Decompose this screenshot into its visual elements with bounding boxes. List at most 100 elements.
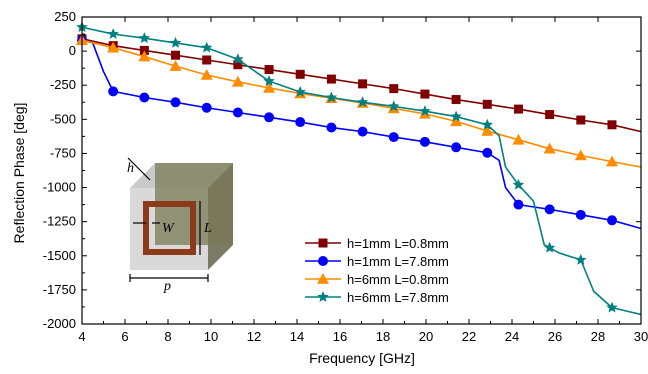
data-point [138, 50, 151, 62]
legend-entry: h=6mm L=0.8mm [305, 272, 449, 287]
data-point [356, 96, 369, 108]
data-point [419, 136, 430, 147]
unit-cell-inset: h W L p [127, 157, 233, 294]
data-point [420, 89, 430, 99]
data-point [512, 133, 525, 145]
data-point [170, 97, 181, 108]
x-tick-label: 10 [204, 329, 218, 344]
data-point [107, 41, 120, 53]
legend-marker [317, 273, 329, 284]
data-point [481, 118, 493, 130]
x-axis-title: Frequency [GHz] [309, 350, 415, 366]
legend-entry: h=1mm L=7.8mm [305, 254, 449, 269]
x-tick-label: 16 [333, 329, 347, 344]
data-point [481, 124, 494, 136]
legend-entry: h=1mm L=0.8mm [305, 236, 449, 251]
data-point [202, 55, 212, 65]
data-point [169, 36, 182, 48]
data-point [231, 75, 244, 87]
y-tick-label: -2000 [43, 316, 76, 331]
data-point [606, 215, 617, 226]
y-tick-label: -250 [50, 77, 76, 92]
data-point [451, 95, 461, 105]
data-point [607, 120, 617, 130]
plot-area [76, 21, 642, 316]
data-point [201, 102, 212, 113]
data-point [575, 209, 586, 220]
data-point [544, 204, 555, 215]
data-point [512, 178, 525, 190]
data-point [295, 117, 306, 128]
data-point [419, 105, 431, 116]
data-point [545, 110, 555, 120]
data-point [451, 142, 462, 153]
y-tick-label: -1250 [43, 214, 76, 229]
data-point [326, 74, 336, 84]
x-tick-label: 8 [164, 329, 171, 344]
data-point [294, 86, 306, 97]
x-tick-label: 28 [591, 329, 605, 344]
data-point [513, 199, 524, 210]
data-point [482, 99, 492, 109]
data-point [264, 112, 275, 123]
x-tick-label: 6 [121, 329, 128, 344]
y-tick-label: 250 [54, 9, 76, 24]
y-tick-label: -1500 [43, 248, 76, 263]
legend-label: h=1mm L=0.8mm [347, 236, 449, 251]
data-point [139, 45, 149, 55]
data-point [263, 75, 275, 86]
data-point [325, 91, 338, 103]
x-tick-label: 24 [505, 329, 519, 344]
y-tick-label: 0 [69, 43, 76, 58]
data-point [108, 86, 119, 97]
inset-h-dimension [127, 157, 151, 181]
data-point [326, 122, 337, 133]
inset-label-p: p [163, 279, 171, 294]
data-point [233, 60, 243, 70]
data-point [263, 81, 276, 93]
data-point [482, 147, 493, 158]
inset-label-l: L [203, 221, 212, 236]
x-tick-label: 4 [78, 329, 85, 344]
data-point [264, 65, 274, 75]
inset-label-w: W [162, 221, 175, 236]
x-tick-label: 26 [548, 329, 562, 344]
legend-entry: h=6mm L=7.8mm [305, 290, 449, 305]
data-point [200, 41, 213, 53]
y-axis-title: Reflection Phase [deg] [11, 103, 27, 244]
legend-label: h=1mm L=7.8mm [347, 254, 449, 269]
x-tick-label: 20 [419, 329, 433, 344]
data-point [543, 142, 556, 154]
legend-marker [318, 256, 328, 266]
data-point [389, 84, 399, 94]
y-tick-label: -750 [50, 145, 76, 160]
legend-label: h=6mm L=7.8mm [347, 290, 449, 305]
y-tick-label: -500 [50, 111, 76, 126]
x-tick-label: 14 [290, 329, 304, 344]
data-point [575, 253, 587, 265]
data-point [450, 110, 462, 122]
legend-marker [318, 238, 328, 248]
x-tick-label: 12 [247, 329, 261, 344]
data-point [200, 68, 213, 80]
data-point [513, 104, 523, 114]
x-tick-label: 22 [462, 329, 476, 344]
data-point [576, 115, 586, 125]
data-point [543, 241, 556, 253]
data-point [388, 132, 399, 143]
data-point [232, 53, 244, 65]
data-point [232, 107, 243, 118]
axes: 4 6 8 10 12 14 16 18 20 22 24 26 28 30 250 0 -250 -500 -75… [43, 9, 648, 344]
data-point [388, 100, 400, 112]
legend: h=1mm L=0.8mm h=1mm L=7.8mm h=6mm L=0.8mm h… [305, 236, 449, 305]
data-point [605, 155, 618, 167]
inset-label-h: h [127, 161, 134, 176]
x-tick-label: 30 [634, 329, 648, 344]
data-point [606, 301, 618, 313]
legend-marker [317, 291, 329, 302]
data-point [139, 92, 150, 103]
data-point [450, 115, 463, 127]
y-tick-label: -1750 [43, 282, 76, 297]
